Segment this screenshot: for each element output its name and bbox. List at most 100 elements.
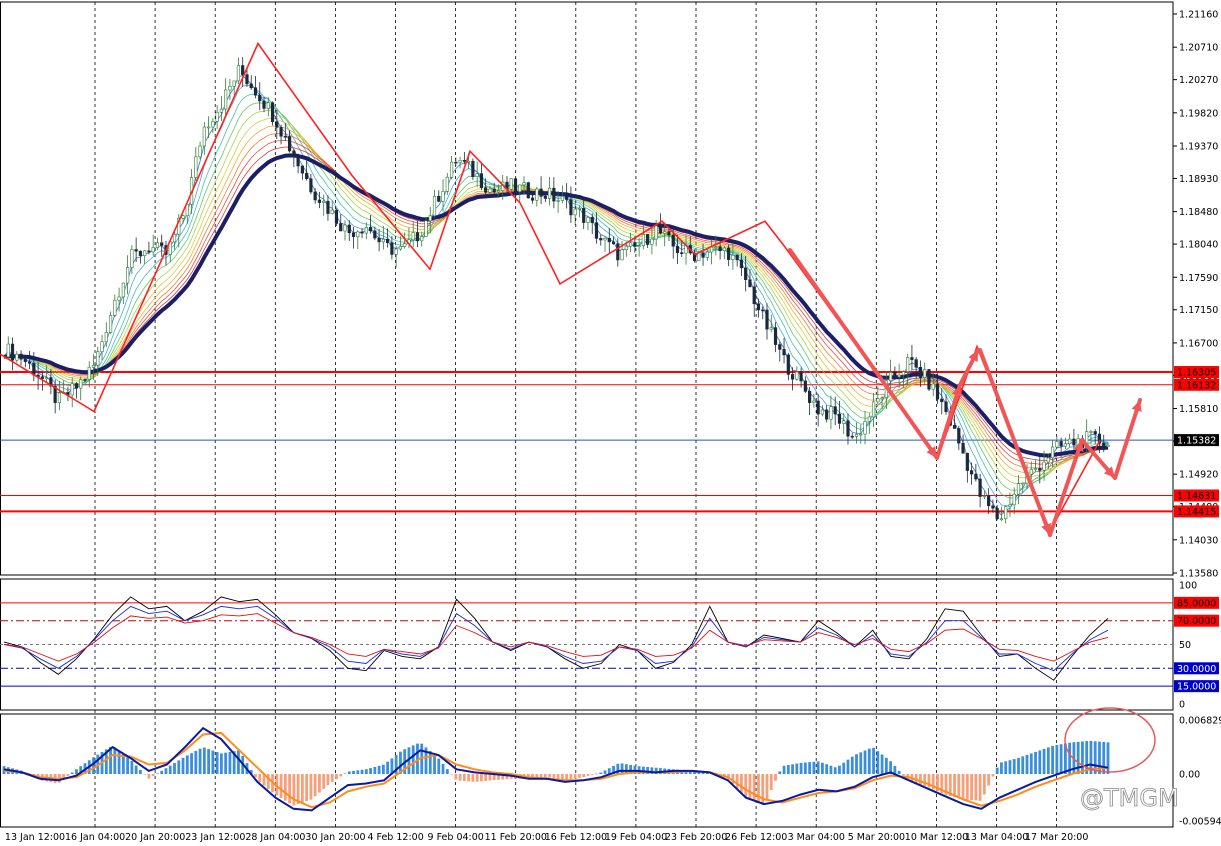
candle-body — [287, 136, 292, 152]
candle-body — [577, 207, 582, 210]
candle-body — [816, 400, 820, 415]
candle-body — [1106, 444, 1110, 447]
histogram-bar — [927, 774, 931, 788]
candle-body — [923, 369, 927, 378]
candle-body — [620, 249, 624, 261]
histogram-bar — [433, 754, 436, 775]
candle-body — [786, 354, 790, 375]
bearish-wave-arrow — [788, 248, 939, 460]
candle-body — [339, 223, 343, 232]
histogram-bar — [1017, 757, 1020, 775]
candle-body — [83, 379, 87, 381]
candle-body — [573, 208, 577, 216]
histogram-bar — [492, 774, 496, 781]
histogram-bar — [940, 774, 944, 794]
bearish-wave-arrow-head — [1073, 440, 1084, 452]
candle-body — [100, 341, 104, 353]
candle-body — [496, 190, 501, 193]
histogram-bar — [347, 771, 351, 775]
candle-body — [731, 254, 735, 260]
histogram-signal-line — [3, 726, 1109, 812]
candle-body — [117, 296, 121, 301]
x-tick-label: 16 Feb 12:00 — [545, 832, 607, 843]
histogram-bar — [147, 774, 151, 779]
price-level-tag: 1.16305 — [1177, 368, 1216, 379]
candle-body — [646, 234, 650, 245]
price-tick-label: 1.16700 — [1179, 338, 1218, 349]
price-tick-label: 1.13580 — [1179, 569, 1218, 580]
candle-body — [130, 249, 134, 268]
price-tick-label: 1.15810 — [1179, 404, 1218, 415]
price-tick-label: 1.19370 — [1179, 142, 1218, 153]
candle-body — [995, 507, 999, 520]
histogram-bar — [552, 774, 556, 779]
candle-body — [769, 327, 773, 330]
histogram-bar — [995, 767, 999, 775]
histogram-bar — [75, 769, 78, 775]
histogram-bar — [467, 774, 471, 782]
histogram-bar — [484, 774, 488, 781]
histogram-bar — [258, 774, 262, 783]
candle-body — [368, 227, 373, 232]
candle-body — [833, 406, 837, 415]
price-level-tag: 1.16132 — [1177, 380, 1216, 391]
histogram-bar — [156, 773, 159, 775]
x-tick-label: 26 Feb 12:00 — [725, 832, 787, 843]
histogram-bar — [117, 750, 121, 775]
candle-body — [548, 187, 552, 199]
candle-body — [292, 150, 296, 158]
histogram-bar — [424, 747, 428, 775]
histogram-bar — [603, 770, 607, 775]
histogram-bar — [309, 774, 313, 800]
price-level-tag: 1.14415 — [1177, 507, 1216, 518]
histogram-bar — [70, 772, 74, 775]
candle-body — [462, 160, 466, 162]
candle-body — [795, 371, 799, 380]
candle-body — [360, 231, 364, 234]
histogram-bar — [173, 763, 176, 775]
candle-body — [207, 126, 211, 129]
histogram-bar — [816, 761, 820, 775]
candle-body — [1093, 431, 1097, 435]
candle-body — [309, 178, 313, 193]
candle-body — [952, 425, 957, 429]
histogram-bar — [697, 771, 701, 775]
candle-body — [134, 249, 138, 252]
bearish-wave-arrow-head — [1041, 523, 1052, 535]
candle-body — [245, 74, 249, 85]
histogram-bar — [701, 771, 705, 775]
price-tick-label: 1.18930 — [1179, 174, 1218, 185]
histogram-bar — [748, 774, 752, 800]
oscillator-level-tag: 15.0000 — [1177, 682, 1216, 693]
histogram-bar — [740, 774, 743, 793]
main-moving-average-line — [3, 153, 1109, 458]
candle-body — [49, 377, 53, 387]
price-level-tag-bg — [1174, 378, 1219, 391]
projection-up-arrow-head — [1131, 400, 1142, 412]
histogram-bar — [620, 763, 624, 775]
candle-body — [518, 184, 522, 192]
histogram-bar — [373, 766, 377, 775]
histogram-bar — [543, 774, 547, 778]
histogram-bar — [283, 774, 287, 801]
histogram-bar — [386, 761, 390, 775]
price-level-tag-bg — [1174, 366, 1219, 379]
histogram-bar — [953, 774, 956, 798]
candle-body — [867, 416, 871, 422]
x-tick-label: 5 Mar 20:00 — [848, 832, 905, 843]
histogram-bar — [450, 774, 453, 775]
histogram-bar — [863, 750, 867, 775]
histogram-bar — [560, 774, 564, 780]
candle-body — [918, 366, 923, 378]
candle-body — [305, 172, 309, 179]
histogram-bar — [624, 764, 628, 775]
candle-body — [23, 358, 27, 362]
candle-body — [752, 286, 756, 305]
candle-body — [607, 237, 611, 243]
candle-body — [671, 234, 675, 247]
candle-body — [897, 374, 901, 378]
histogram-bar — [109, 746, 112, 775]
histogram-bar — [812, 761, 816, 775]
histogram-bar — [586, 774, 590, 776]
